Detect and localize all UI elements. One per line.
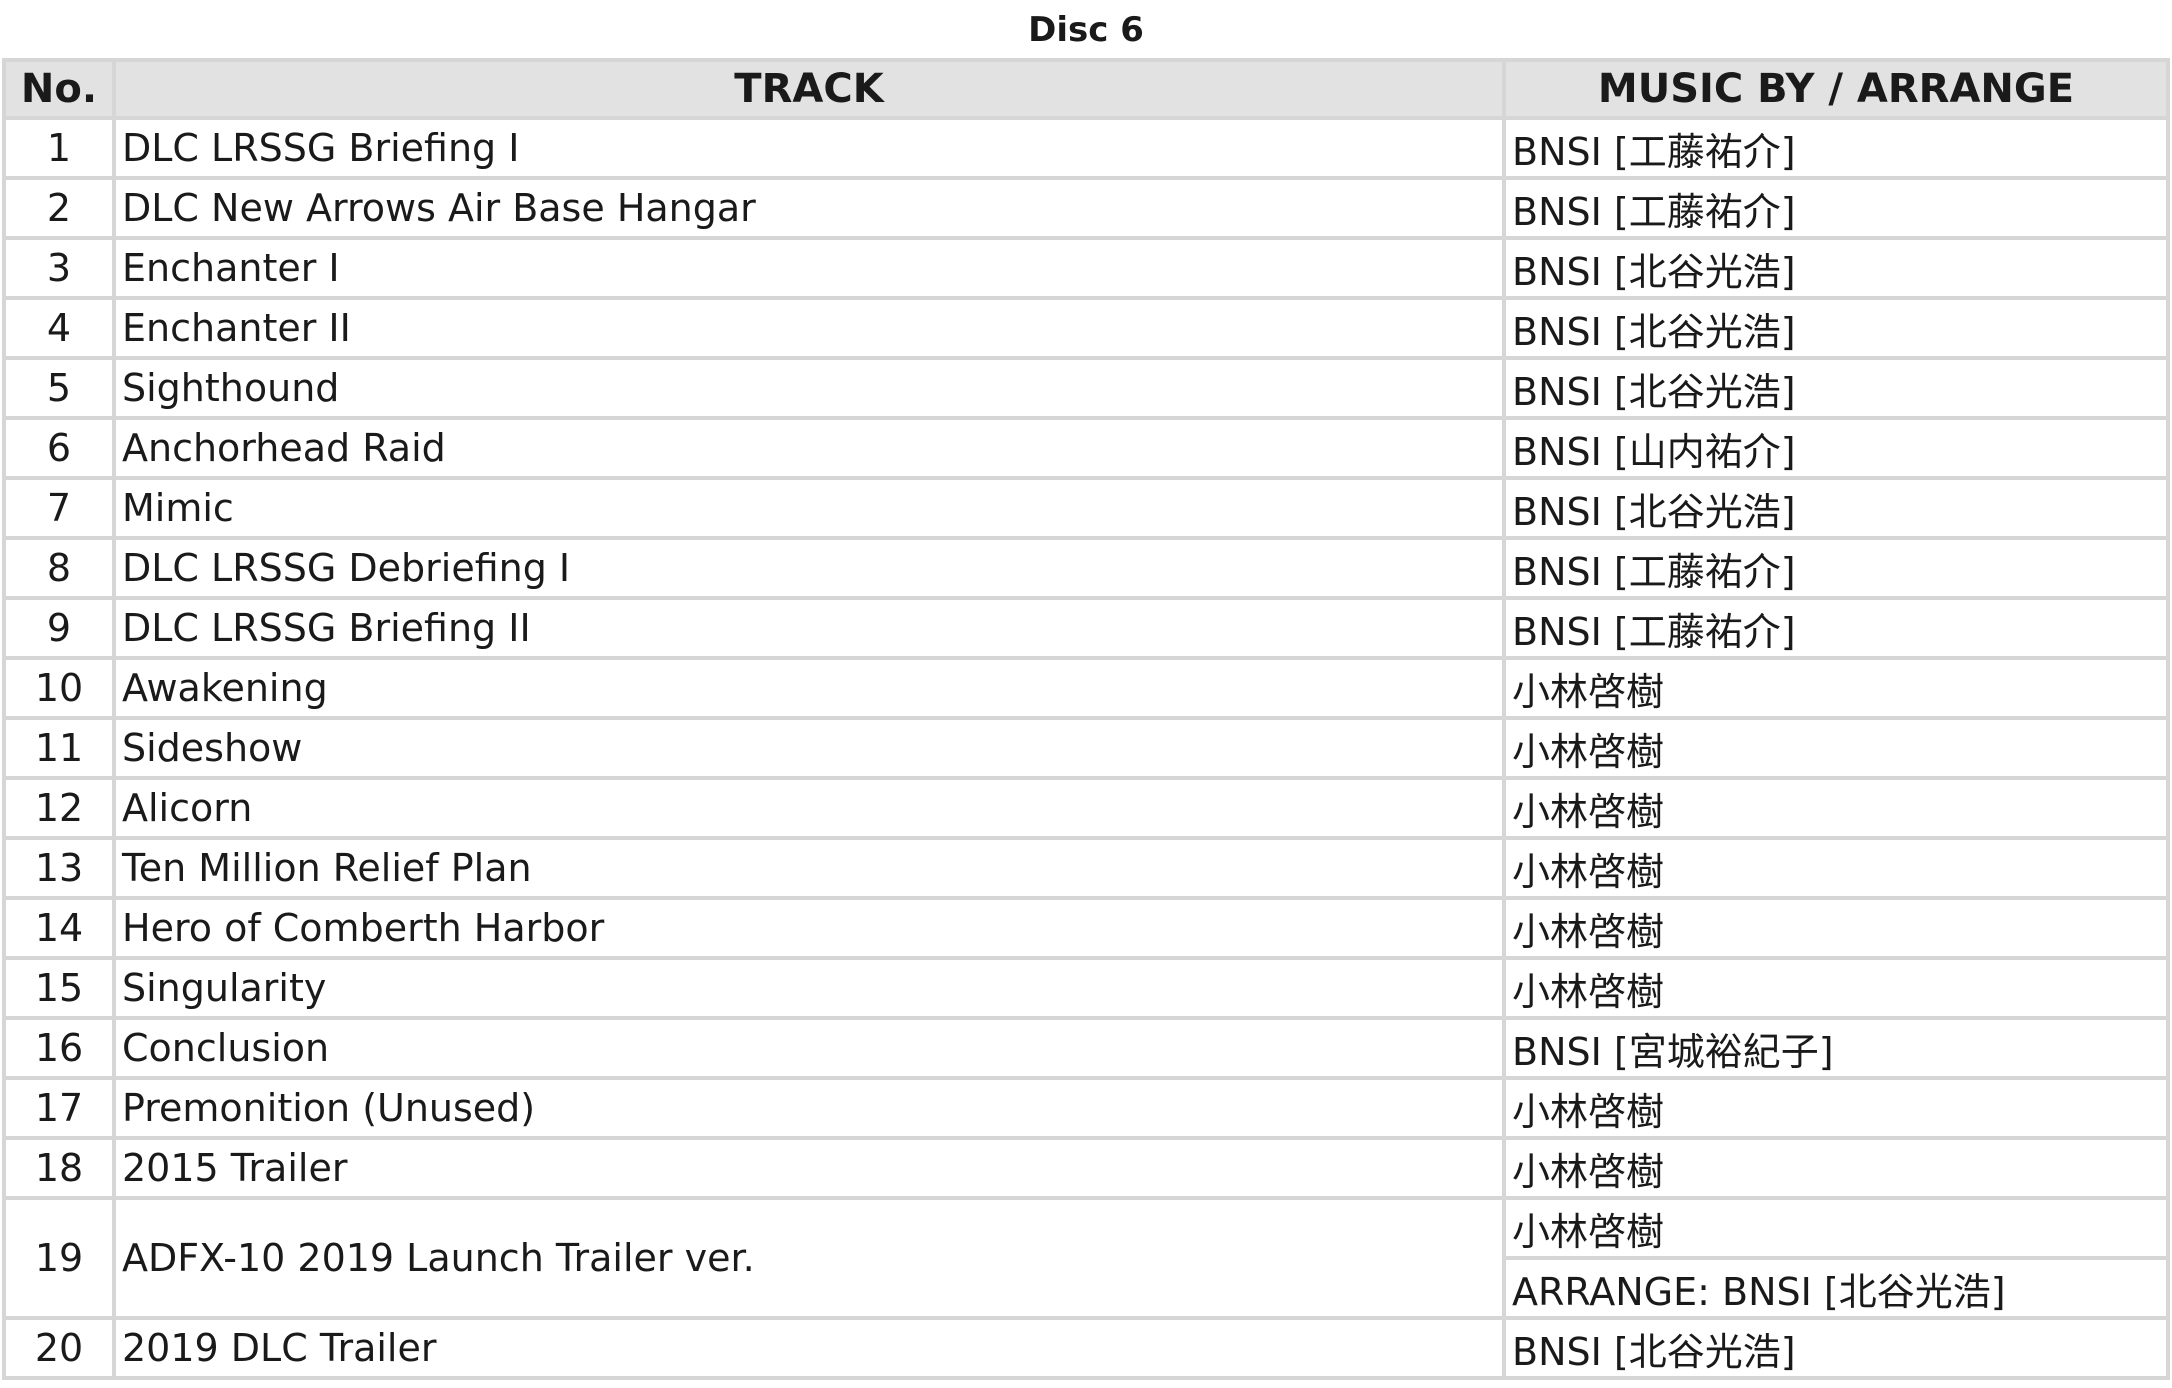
track-number: 1 [6,120,112,176]
table-row: 7 Mimic BNSI [北谷光浩] [6,480,2166,536]
track-title: Awakening [116,660,1502,716]
track-number: 20 [6,1320,112,1376]
track-number: 19 [6,1200,112,1316]
track-number: 2 [6,180,112,236]
track-music-by: BNSI [北谷光浩] [1506,240,2166,296]
table-row: 9 DLC LRSSG Briefing II BNSI [工藤祐介] [6,600,2166,656]
track-list-table: No. TRACK MUSIC BY / ARRANGE 1 DLC LRSSG … [2,58,2170,1380]
track-title: DLC LRSSG Briefing I [116,120,1502,176]
table-row: 10 Awakening 小林啓樹 [6,660,2166,716]
disc-title: Disc 6 [1028,10,1144,50]
track-number: 10 [6,660,112,716]
track-number: 17 [6,1080,112,1136]
header-track: TRACK [116,62,1502,116]
table-row: 8 DLC LRSSG Debriefing I BNSI [工藤祐介] [6,540,2166,596]
track-title: DLC New Arrows Air Base Hangar [116,180,1502,236]
track-title: DLC LRSSG Briefing II [116,600,1502,656]
track-music-by: BNSI [北谷光浩] [1506,300,2166,356]
table-row: 18 2015 Trailer 小林啓樹 [6,1140,2166,1196]
table-row: 6 Anchorhead Raid BNSI [山内祐介] [6,420,2166,476]
track-number: 11 [6,720,112,776]
track-number: 18 [6,1140,112,1196]
track-music-by: BNSI [宮城裕紀子] [1506,1020,2166,1076]
track-music-by: 小林啓樹 [1506,840,2166,896]
table-row: 11 Sideshow 小林啓樹 [6,720,2166,776]
track-music-by: 小林啓樹 [1506,1080,2166,1136]
track-number: 12 [6,780,112,836]
track-title: Singularity [116,960,1502,1016]
track-title: Conclusion [116,1020,1502,1076]
header-row: No. TRACK MUSIC BY / ARRANGE [6,62,2166,116]
track-title: Alicorn [116,780,1502,836]
track-music-by: 小林啓樹 [1506,720,2166,776]
track-music-by: BNSI [北谷光浩] [1506,480,2166,536]
track-number: 15 [6,960,112,1016]
table-row: 15 Singularity 小林啓樹 [6,960,2166,1016]
table-row: 1 DLC LRSSG Briefing I BNSI [工藤祐介] [6,120,2166,176]
track-title: Hero of Comberth Harbor [116,900,1502,956]
track-music-by: BNSI [工藤祐介] [1506,120,2166,176]
track-number: 7 [6,480,112,536]
track-title: Ten Million Relief Plan [116,840,1502,896]
track-number: 16 [6,1020,112,1076]
table-row: 14 Hero of Comberth Harbor 小林啓樹 [6,900,2166,956]
track-title: Mimic [116,480,1502,536]
track-title: Sighthound [116,360,1502,416]
track-number: 14 [6,900,112,956]
header-music: MUSIC BY / ARRANGE [1506,62,2166,116]
track-number: 13 [6,840,112,896]
track-title: 2015 Trailer [116,1140,1502,1196]
table-row: ARRANGE: BNSI [北谷光浩] [6,1260,2166,1316]
table-row: 12 Alicorn 小林啓樹 [6,780,2166,836]
track-music-by: 小林啓樹 [1506,900,2166,956]
table-row: 4 Enchanter II BNSI [北谷光浩] [6,300,2166,356]
track-title: 2019 DLC Trailer [116,1320,1502,1376]
header-no: No. [6,62,112,116]
track-music-by: BNSI [工藤祐介] [1506,180,2166,236]
table-row: 19 ADFX-10 2019 Launch Trailer ver. 小林啓樹 [6,1200,2166,1316]
track-music-by: 小林啓樹 [1506,660,2166,716]
table-row: 20 2019 DLC Trailer BNSI [北谷光浩] [6,1320,2166,1376]
table-row: 3 Enchanter I BNSI [北谷光浩] [6,240,2166,296]
track-music-by: 小林啓樹 [1506,1200,2166,1256]
track-number: 6 [6,420,112,476]
track-title: ADFX-10 2019 Launch Trailer ver. [116,1200,1502,1316]
track-music-by: 小林啓樹 [1506,1140,2166,1196]
track-title: Sideshow [116,720,1502,776]
table-row: 13 Ten Million Relief Plan 小林啓樹 [6,840,2166,896]
table-row: 16 Conclusion BNSI [宮城裕紀子] [6,1020,2166,1076]
track-number: 9 [6,600,112,656]
track-music-by: BNSI [工藤祐介] [1506,540,2166,596]
track-number: 8 [6,540,112,596]
track-number: 5 [6,360,112,416]
track-music-by: 小林啓樹 [1506,780,2166,836]
track-title: Anchorhead Raid [116,420,1502,476]
track-music-by: BNSI [山内祐介] [1506,420,2166,476]
table-row: 17 Premonition (Unused) 小林啓樹 [6,1080,2166,1136]
track-music-by: ARRANGE: BNSI [北谷光浩] [1506,1260,2166,1316]
track-music-by: 小林啓樹 [1506,960,2166,1016]
table-row: 2 DLC New Arrows Air Base Hangar BNSI [工藤祐… [6,180,2166,236]
track-title: DLC LRSSG Debriefing I [116,540,1502,596]
track-title: Enchanter II [116,300,1502,356]
track-title: Enchanter I [116,240,1502,296]
track-music-by: BNSI [工藤祐介] [1506,600,2166,656]
track-number: 4 [6,300,112,356]
table-row: 5 Sighthound BNSI [北谷光浩] [6,360,2166,416]
track-title: Premonition (Unused) [116,1080,1502,1136]
track-music-by: BNSI [北谷光浩] [1506,360,2166,416]
track-number: 3 [6,240,112,296]
track-music-by: BNSI [北谷光浩] [1506,1320,2166,1376]
